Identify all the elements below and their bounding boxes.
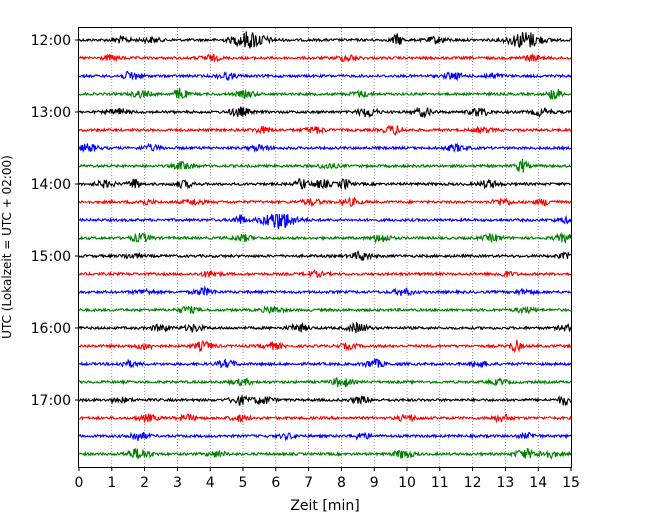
- x-tick-label: 7: [304, 475, 313, 491]
- x-axis-label: Zeit [min]: [290, 498, 359, 514]
- x-tick-label: 10: [398, 475, 416, 491]
- trace-1745: [78, 447, 572, 460]
- x-tick-label: 13: [496, 475, 514, 491]
- trace-1500: [78, 250, 572, 262]
- x-tick-label: 8: [337, 475, 346, 491]
- trace-1330: [78, 142, 572, 154]
- x-tick-label: 14: [529, 475, 547, 491]
- trace-1630: [78, 358, 572, 369]
- x-tick-label: 9: [370, 475, 379, 491]
- trace-1715: [78, 413, 572, 424]
- y-tick-label: 17:00: [31, 393, 71, 409]
- x-tick-label: 6: [271, 475, 280, 491]
- trace-1345: [78, 158, 572, 173]
- trace-1230: [78, 70, 572, 82]
- x-tick-label: 4: [206, 475, 215, 491]
- trace-1215: [78, 53, 572, 63]
- x-tick-label: 5: [239, 475, 248, 491]
- trace-1730: [78, 431, 572, 442]
- trace-1430: [78, 214, 572, 230]
- trace-1645: [78, 377, 572, 388]
- trace-1245: [78, 87, 572, 100]
- trace-1545: [78, 304, 572, 315]
- x-tick-label: 12: [464, 475, 482, 491]
- y-tick-label: 13:00: [31, 105, 71, 121]
- y-tick-label: 15:00: [31, 249, 71, 265]
- trace-1445: [78, 232, 572, 245]
- y-axis-ticks: 12:00 13:00 14:00 15:00 16:00 17:00: [31, 33, 79, 409]
- grid-layer: [111, 28, 539, 467]
- x-tick-label: 0: [75, 475, 84, 491]
- trace-1200: [78, 31, 572, 49]
- trace-1515: [78, 269, 572, 279]
- x-tick-label: 3: [173, 475, 182, 491]
- trace-1700: [78, 395, 572, 407]
- x-tick-label: 2: [140, 475, 149, 491]
- y-tick-label: 16:00: [31, 321, 71, 337]
- trace-1415: [78, 196, 572, 208]
- trace-1600: [78, 321, 572, 334]
- y-tick-label: 12:00: [31, 33, 71, 49]
- x-axis-ticks: 0 1 2 3 4 5 6 7 8 9 10 11 12 13 14 15: [75, 467, 580, 491]
- trace-1530: [78, 285, 572, 297]
- trace-1300: [78, 106, 572, 119]
- y-axis-label: UTC (Lokalzeit = UTC + 02:00): [0, 155, 14, 339]
- x-tick-label: 15: [562, 475, 580, 491]
- y-tick-label: 14:00: [31, 177, 71, 193]
- trace-1315: [78, 124, 572, 136]
- plot-frame: [78, 27, 572, 468]
- trace-layer: [78, 31, 572, 460]
- trace-1400: [78, 178, 572, 190]
- x-tick-label: 1: [107, 475, 116, 491]
- x-tick-label: 11: [431, 475, 449, 491]
- trace-1615: [78, 339, 572, 354]
